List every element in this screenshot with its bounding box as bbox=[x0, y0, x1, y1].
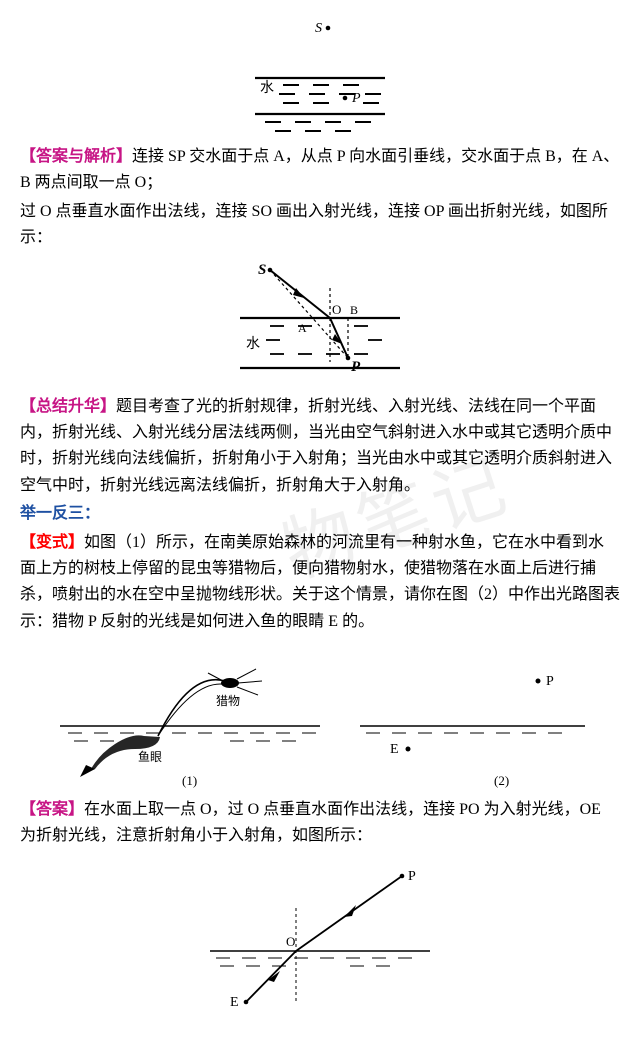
svg-text:E: E bbox=[230, 995, 239, 1010]
summary-para: 【总结升华】题目考查了光的折射规律，折射光线、入射光线、法线在同一个平面内，折射… bbox=[20, 394, 620, 500]
svg-text:O: O bbox=[332, 302, 341, 317]
svg-text:E: E bbox=[390, 742, 399, 757]
answer-analysis-para-2: 过 O 点垂直水面作出法线，连接 SO 画出入射光线，连接 OP 画出折射光线，… bbox=[20, 199, 620, 252]
figure-4: P E O bbox=[190, 856, 450, 1016]
figure-1: S 水 P bbox=[235, 18, 405, 138]
svg-text:S: S bbox=[315, 21, 322, 36]
svg-text:(1): (1) bbox=[182, 773, 197, 788]
svg-text:P: P bbox=[351, 91, 361, 106]
variant-text: 如图（1）所示，在南美原始森林的河流里有一种射水鱼，它在水中看到水面上方的树枝上… bbox=[20, 534, 620, 630]
figure-3: 鱼眼 猎物 (1) P E (2) bbox=[40, 641, 600, 791]
svg-text:(2): (2) bbox=[494, 773, 509, 788]
answer-analysis-para-1: 【答案与解析】连接 SP 交水面于点 A，从点 P 向水面引垂线，交水面于点 B… bbox=[20, 144, 620, 197]
answer-analysis-label: 【答案与解析】 bbox=[20, 148, 132, 165]
svg-text:S: S bbox=[258, 262, 266, 278]
figure-2: 水 S P O A B bbox=[220, 258, 420, 388]
svg-text:水: 水 bbox=[260, 80, 274, 96]
variant-para: 【变式】如图（1）所示，在南美原始森林的河流里有一种射水鱼，它在水中看到水面上方… bbox=[20, 530, 620, 636]
answer2-label: 【答案】 bbox=[20, 801, 84, 818]
svg-text:B: B bbox=[350, 303, 358, 317]
answer2-text: 在水面上取一点 O，过 O 点垂直水面作出法线，连接 PO 为入射光线，OE 为… bbox=[20, 801, 601, 844]
variant-label: 【变式】 bbox=[20, 534, 84, 551]
svg-text:水: 水 bbox=[246, 336, 260, 352]
svg-text:鱼眼: 鱼眼 bbox=[138, 750, 162, 764]
extend-label: 举一反三： bbox=[20, 501, 620, 527]
svg-text:P: P bbox=[408, 869, 416, 884]
answer2-para: 【答案】在水面上取一点 O，过 O 点垂直水面作出法线，连接 PO 为入射光线，… bbox=[20, 797, 620, 850]
svg-text:P: P bbox=[351, 359, 361, 375]
summary-label: 【总结升华】 bbox=[20, 398, 116, 415]
svg-text:P: P bbox=[546, 674, 554, 689]
svg-text:猎物: 猎物 bbox=[216, 694, 240, 708]
svg-text:A: A bbox=[298, 321, 307, 335]
svg-text:O: O bbox=[286, 934, 295, 949]
